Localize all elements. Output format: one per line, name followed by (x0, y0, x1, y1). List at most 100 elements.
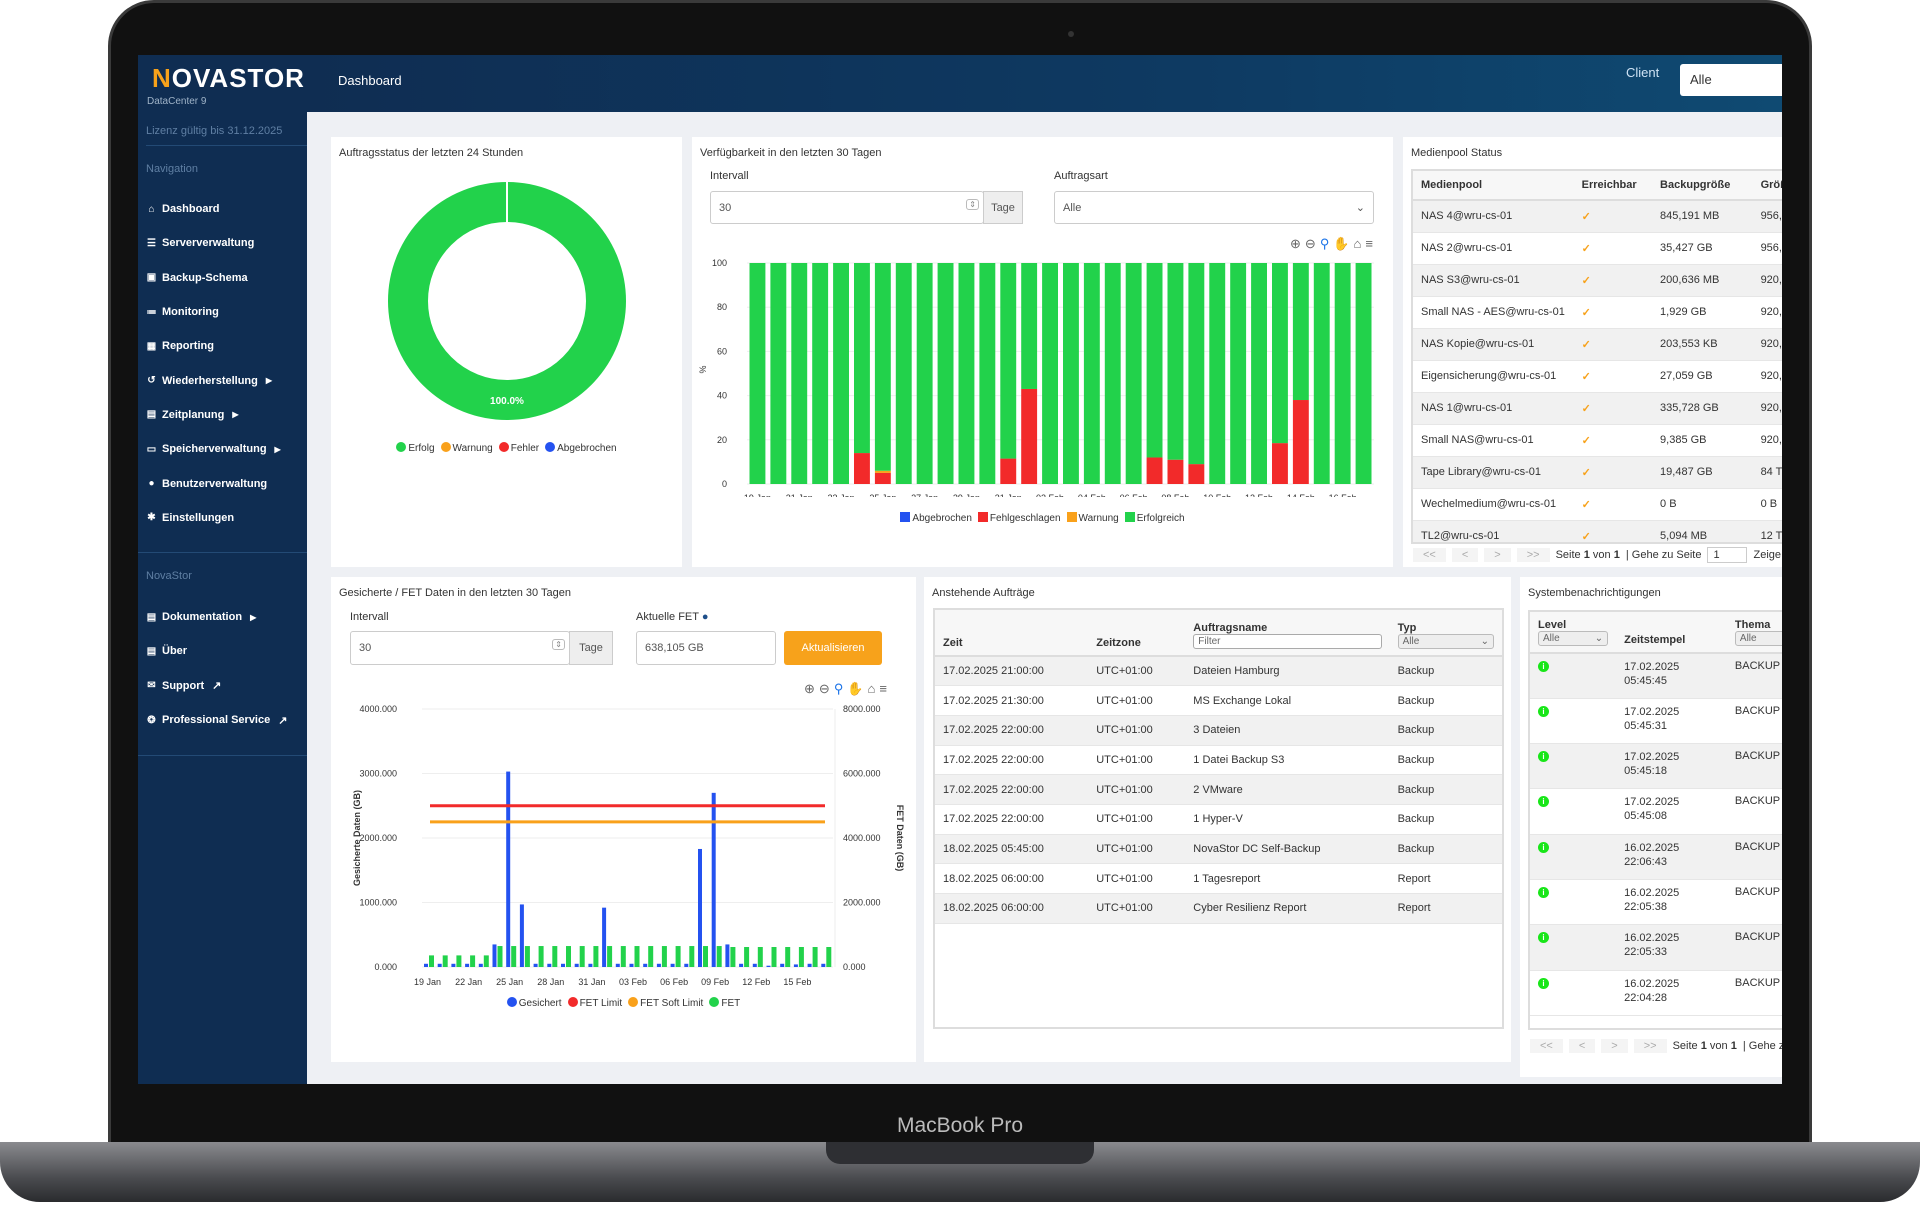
pager-prev-button[interactable]: < (1451, 548, 1479, 562)
bar-erfolgreich-15[interactable] (1063, 263, 1079, 484)
bar-erfolgreich-18[interactable] (1125, 263, 1142, 484)
legend-item[interactable]: Abgebrochen (900, 512, 972, 524)
zoom-in-icon[interactable]: ⊕ (1290, 236, 1301, 251)
bar-fet-15[interactable] (634, 946, 640, 967)
bar-gesichert-17[interactable] (656, 963, 661, 967)
zoom-select-icon[interactable]: ⚲ (833, 681, 844, 696)
bar-gesichert-4[interactable] (478, 963, 483, 967)
bar-fet-28[interactable] (812, 947, 818, 967)
bar-fet-11[interactable] (579, 946, 585, 967)
bar-erfolgreich-5[interactable] (854, 263, 870, 454)
bar-fet-14[interactable] (620, 946, 626, 967)
legend-item[interactable]: Erfolg (396, 442, 435, 454)
bar-fet-3[interactable] (470, 955, 476, 967)
bar-fehlgeschlagen-25[interactable] (1272, 443, 1288, 484)
sidebar-item-reporting[interactable]: ▦ Reporting (146, 329, 306, 363)
bar-erfolgreich-17[interactable] (1104, 263, 1121, 484)
bar-gesichert-29[interactable] (821, 963, 826, 967)
bar-gesichert-25[interactable] (766, 965, 771, 967)
table-row[interactable]: 18.02.2025 06:00:00 UTC+01:00 Cyber Resili… (935, 893, 1502, 924)
bar-gesichert-20[interactable] (698, 848, 702, 967)
bar-fet-26[interactable] (785, 947, 791, 967)
pager-prev-button[interactable]: < (1568, 1039, 1596, 1053)
table-row[interactable]: 17.02.2025 22:00:00 UTC+01:00 2 VMware Back… (935, 774, 1502, 805)
sidebar-item-support[interactable]: ✉ Support ↗ (146, 669, 306, 703)
bar-erfolgreich-4[interactable] (833, 263, 849, 484)
pager-next-button[interactable]: > (1484, 548, 1511, 562)
bar-gesichert-19[interactable] (684, 963, 689, 967)
bar-erfolgreich-14[interactable] (1042, 263, 1058, 484)
table-row[interactable]: 18.02.2025 06:00:00 UTC+01:00 1 Tagesrepor… (935, 863, 1502, 894)
bar-fet-29[interactable] (826, 947, 832, 967)
bar-gesichert-22[interactable] (725, 944, 730, 967)
table-row[interactable]: i 16.02.2025 22:06:43 BACKUP (1530, 834, 1782, 880)
bar-gesichert-7[interactable] (519, 904, 524, 967)
legend-item[interactable]: FET Limit (567, 997, 622, 1009)
table-row[interactable]: 17.02.2025 22:00:00 UTC+01:00 1 Hyper-V Bac… (935, 804, 1502, 835)
bar-fet-8[interactable] (538, 946, 544, 967)
bar-erfolgreich-12[interactable] (1000, 263, 1017, 459)
sidebar-item-wiederherstellung[interactable]: ↺ Wiederherstellung ▶ (146, 363, 306, 397)
bar-erfolgreich-29[interactable] (1355, 263, 1372, 484)
bar-gesichert-3[interactable] (465, 963, 470, 967)
column-header[interactable]: Zeit (935, 610, 1089, 657)
bar-fet-12[interactable] (593, 946, 599, 967)
bar-warnung-6[interactable] (874, 470, 891, 473)
bar-erfolgreich-25[interactable] (1272, 263, 1288, 444)
goto-page-input[interactable]: 1 (1707, 547, 1748, 563)
legend-item[interactable]: Warnung (1066, 512, 1119, 524)
pager-first-button[interactable]: << (1413, 548, 1446, 562)
bar-gesichert-15[interactable] (629, 963, 634, 967)
bar-fet-9[interactable] (552, 946, 558, 967)
sidebar-item-benutzerverwaltung[interactable]: ● Benutzerverwaltung (146, 466, 306, 500)
bar-fet-25[interactable] (771, 947, 777, 967)
sidebar-item-dashboard[interactable]: ⌂ Dashboard (146, 192, 306, 226)
bar-erfolgreich-22[interactable] (1209, 263, 1226, 484)
zoom-in-icon[interactable]: ⊕ (804, 681, 815, 696)
bar-gesichert-2[interactable] (451, 963, 456, 967)
bar-gesichert-21[interactable] (711, 792, 716, 967)
bar-fet-18[interactable] (675, 946, 681, 967)
sidebar-item-zeitplanung[interactable]: ▤ Zeitplanung ▶ (146, 398, 306, 432)
bar-fehlgeschlagen-6[interactable] (874, 472, 891, 484)
sidebar-item-backup-schema[interactable]: ▣ Backup-Schema (146, 261, 306, 295)
bar-fehlgeschlagen-12[interactable] (1000, 458, 1017, 484)
table-row[interactable]: i 16.02.2025 22:05:38 BACKUP (1530, 879, 1782, 926)
bar-gesichert-24[interactable] (752, 963, 757, 967)
table-row[interactable]: i 16.02.2025 22:05:33 BACKUP (1530, 924, 1782, 971)
level-filter-select[interactable]: Alle ⌄ (1538, 631, 1609, 646)
help-icon[interactable]: ● (701, 611, 709, 623)
bar-gesichert-12[interactable] (588, 963, 593, 967)
table-row[interactable]: i 17.02.2025 05:45:08 BACKUP (1530, 788, 1782, 835)
bar-erfolgreich-7[interactable] (895, 263, 912, 484)
refresh-button[interactable]: Aktualisieren (784, 631, 882, 665)
bar-fehlgeschlagen-21[interactable] (1188, 464, 1205, 484)
sidebar-item-serververwaltung[interactable]: ☰ Serververwaltung (146, 226, 306, 260)
table-row[interactable]: i 17.02.2025 05:45:18 BACKUP (1530, 743, 1782, 790)
bar-erfolgreich-13[interactable] (1021, 263, 1038, 389)
column-header[interactable]: Erreichbar (1573, 171, 1653, 201)
bar-erfolgreich-10[interactable] (958, 263, 975, 484)
bar-gesichert-1[interactable] (437, 963, 442, 967)
column-header[interactable]: Typ Alle ⌄ (1389, 610, 1502, 657)
topic-filter-select[interactable]: Alle⌄ (1734, 631, 1782, 646)
table-row[interactable]: i 17.02.2025 05:45:45 BACKUP (1530, 653, 1782, 699)
home-reset-icon[interactable]: ⌂ (1353, 236, 1362, 251)
bar-fet-13[interactable] (607, 946, 613, 967)
bar-fet-2[interactable] (456, 955, 462, 967)
bar-erfolgreich-6[interactable] (874, 263, 891, 471)
sidebar-item-professional-service[interactable]: ❂ Professional Service ↗ (146, 703, 306, 737)
fet-interval-input[interactable]: 30 ⇕ (350, 631, 570, 665)
bar-gesichert-18[interactable] (670, 963, 675, 967)
pager-first-button[interactable]: << (1530, 1039, 1563, 1053)
sidebar-item-speicherverwaltung[interactable]: ▭ Speicherverwaltung ▶ (146, 432, 306, 466)
bar-erfolgreich-27[interactable] (1313, 263, 1330, 484)
